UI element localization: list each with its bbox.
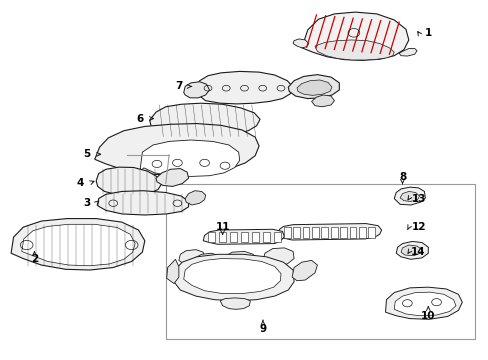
Polygon shape xyxy=(263,248,293,266)
Text: 6: 6 xyxy=(136,113,143,123)
Polygon shape xyxy=(174,254,293,301)
Bar xyxy=(230,232,236,242)
Polygon shape xyxy=(296,80,331,95)
Polygon shape xyxy=(399,192,419,202)
Polygon shape xyxy=(393,187,425,205)
Text: 5: 5 xyxy=(82,149,90,159)
Polygon shape xyxy=(287,75,339,99)
Bar xyxy=(302,227,309,238)
Bar xyxy=(207,232,214,242)
Polygon shape xyxy=(277,224,381,240)
Text: 4: 4 xyxy=(76,178,83,188)
Bar xyxy=(219,232,225,242)
Polygon shape xyxy=(156,168,188,186)
Text: 13: 13 xyxy=(410,194,425,203)
Polygon shape xyxy=(222,251,254,266)
Bar xyxy=(263,232,269,242)
Bar xyxy=(241,232,247,242)
Text: 3: 3 xyxy=(82,198,90,208)
Polygon shape xyxy=(400,245,421,256)
Polygon shape xyxy=(385,287,461,319)
Polygon shape xyxy=(314,40,393,60)
Bar xyxy=(274,232,281,242)
Polygon shape xyxy=(395,242,427,259)
Bar xyxy=(358,227,365,238)
Text: 10: 10 xyxy=(420,311,435,321)
Bar xyxy=(252,232,258,242)
Bar xyxy=(293,227,300,238)
Polygon shape xyxy=(140,140,239,176)
Bar xyxy=(284,227,290,238)
Bar xyxy=(349,227,356,238)
Polygon shape xyxy=(179,249,204,264)
Polygon shape xyxy=(193,253,220,267)
Text: 7: 7 xyxy=(175,81,182,91)
Polygon shape xyxy=(291,260,317,281)
Text: 14: 14 xyxy=(410,247,425,257)
Polygon shape xyxy=(149,103,260,137)
Polygon shape xyxy=(195,71,292,104)
Bar xyxy=(165,184,474,339)
Text: 1: 1 xyxy=(424,28,431,38)
Bar xyxy=(311,227,318,238)
Polygon shape xyxy=(166,259,179,284)
Text: 9: 9 xyxy=(259,324,266,334)
Polygon shape xyxy=(301,12,408,60)
Bar xyxy=(321,227,327,238)
Polygon shape xyxy=(203,229,284,244)
Polygon shape xyxy=(398,49,416,56)
Polygon shape xyxy=(292,39,308,48)
Bar xyxy=(340,227,346,238)
Polygon shape xyxy=(183,258,281,294)
Polygon shape xyxy=(183,82,209,98)
Text: 12: 12 xyxy=(410,222,425,232)
Polygon shape xyxy=(98,191,188,215)
Text: 2: 2 xyxy=(31,254,38,264)
Polygon shape xyxy=(95,123,259,175)
Polygon shape xyxy=(393,292,455,316)
Polygon shape xyxy=(185,191,205,205)
Polygon shape xyxy=(96,167,162,196)
Bar xyxy=(368,227,374,238)
Polygon shape xyxy=(22,224,135,266)
Bar xyxy=(330,227,337,238)
Text: 8: 8 xyxy=(398,172,406,182)
Text: 11: 11 xyxy=(215,222,229,232)
Polygon shape xyxy=(11,219,144,270)
Polygon shape xyxy=(220,298,250,309)
Polygon shape xyxy=(311,95,334,107)
